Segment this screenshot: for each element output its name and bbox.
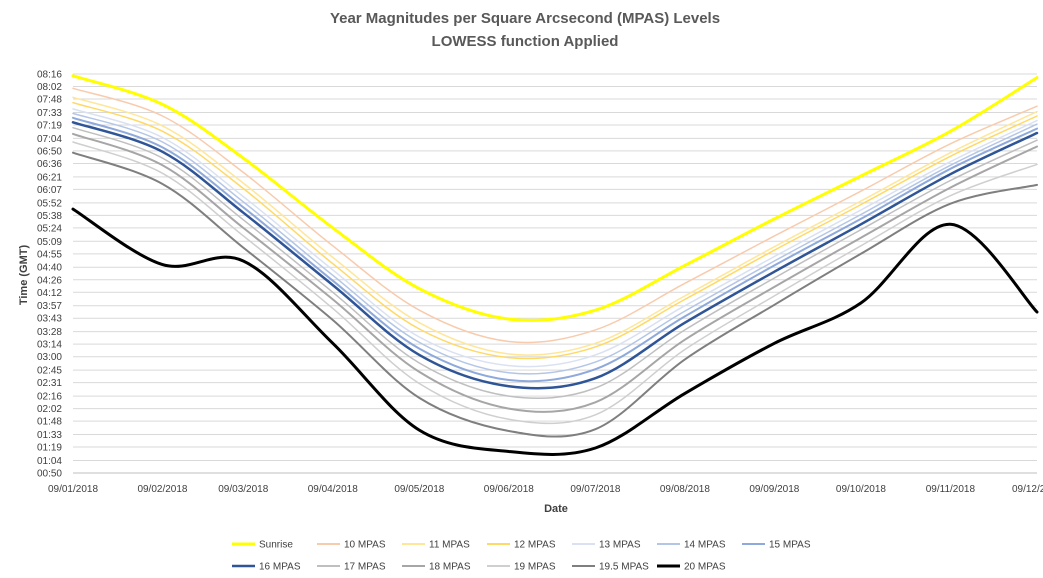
y-tick-label: 06:50 xyxy=(37,146,62,157)
y-tick-label: 04:55 xyxy=(37,249,62,260)
series-line-15-mpas xyxy=(72,116,1038,383)
y-tick-label: 02:16 xyxy=(37,392,62,403)
legend: Sunrise 10 MPAS 11 MPAS 12 MPAS 13 MPAS 14 MP… xyxy=(232,540,811,573)
series-line-17-mpas xyxy=(72,126,1038,399)
y-tick-label: 03:14 xyxy=(37,340,62,351)
y-tick-label: 04:40 xyxy=(37,263,62,274)
x-tick-label: 09/11/2018 xyxy=(926,484,976,495)
y-tick-label: 06:07 xyxy=(37,185,62,196)
y-tick-label: 07:33 xyxy=(37,108,62,119)
y-tick-label: 01:33 xyxy=(37,430,62,441)
y-tick-label: 05:52 xyxy=(37,198,62,209)
y-tick-label: 05:09 xyxy=(37,237,62,248)
series-line-10-mpas xyxy=(72,87,1038,344)
series-line-sunrise xyxy=(71,74,1039,322)
y-tick-label: 03:43 xyxy=(37,314,62,325)
legend-label: 13 MPAS xyxy=(599,540,641,551)
legend-label: 16 MPAS xyxy=(259,562,301,573)
series-line-13-mpas xyxy=(72,108,1038,368)
series-line-20-mpas xyxy=(71,207,1039,456)
y-tick-label: 07:19 xyxy=(37,120,62,131)
legend-item: Sunrise xyxy=(232,540,293,551)
legend-item: 11 MPAS xyxy=(402,540,470,551)
legend-item: 18 MPAS xyxy=(402,562,471,573)
legend-label: 20 MPAS xyxy=(684,562,726,573)
x-axis-ticks: 09/01/2018 09/02/2018 09/03/2018 09/04/2018… xyxy=(48,484,1043,495)
series-line-19-mpas xyxy=(72,141,1038,425)
series-line-12-mpas xyxy=(72,101,1038,360)
y-tick-label: 04:12 xyxy=(37,288,62,299)
x-axis-label: Date xyxy=(544,503,568,515)
legend-item: 12 MPAS xyxy=(487,540,556,551)
y-tick-label: 02:02 xyxy=(37,404,62,415)
legend-item: 10 MPAS xyxy=(317,540,386,551)
series-line-16-mpas xyxy=(71,121,1039,390)
chart-subtitle: LOWESS function Applied xyxy=(432,33,619,50)
legend-label: Sunrise xyxy=(259,540,293,551)
legend-label: 14 MPAS xyxy=(684,540,726,551)
legend-label: 15 MPAS xyxy=(769,540,811,551)
legend-item: 15 MPAS xyxy=(742,540,811,551)
y-tick-label: 07:04 xyxy=(37,134,62,145)
x-tick-label: 09/04/2018 xyxy=(308,484,358,495)
series-line-11-mpas xyxy=(72,96,1038,356)
y-tick-label: 01:04 xyxy=(37,456,62,467)
y-tick-label: 01:19 xyxy=(37,443,62,454)
legend-item: 14 MPAS xyxy=(657,540,726,551)
series-line-18-mpas xyxy=(72,132,1038,413)
x-tick-label: 09/08/2018 xyxy=(660,484,710,495)
x-tick-label: 09/02/2018 xyxy=(137,484,187,495)
legend-label: 18 MPAS xyxy=(429,562,471,573)
legend-item: 17 MPAS xyxy=(317,562,386,573)
y-tick-label: 03:28 xyxy=(37,327,62,338)
y-tick-label: 01:48 xyxy=(37,417,62,428)
y-axis-label: Time (GMT) xyxy=(18,245,30,306)
series-line-14-mpas xyxy=(72,112,1038,375)
chart-title: Year Magnitudes per Square Arcsecond (MP… xyxy=(330,10,720,27)
legend-item: 19 MPAS xyxy=(487,562,556,573)
y-tick-label: 00:50 xyxy=(37,469,62,480)
y-tick-label: 08:02 xyxy=(37,82,62,93)
y-tick-label: 02:31 xyxy=(37,378,62,389)
x-tick-label: 09/06/2018 xyxy=(484,484,534,495)
y-tick-label: 03:00 xyxy=(37,352,62,363)
series-line-19-5-mpas xyxy=(72,151,1038,438)
series-layer xyxy=(71,74,1039,456)
x-tick-label: 09/12/2018 xyxy=(1012,484,1043,495)
legend-item: 20 MPAS xyxy=(657,562,726,573)
y-tick-label: 08:16 xyxy=(37,70,62,81)
x-tick-label: 09/05/2018 xyxy=(394,484,444,495)
x-tick-label: 09/10/2018 xyxy=(836,484,886,495)
y-tick-label: 06:36 xyxy=(37,159,62,170)
legend-label: 19 MPAS xyxy=(514,562,556,573)
legend-item: 19.5 MPAS xyxy=(572,562,649,573)
x-tick-label: 09/07/2018 xyxy=(570,484,620,495)
x-tick-label: 09/09/2018 xyxy=(749,484,799,495)
y-tick-label: 07:48 xyxy=(37,95,62,106)
y-tick-label: 04:26 xyxy=(37,275,62,286)
x-tick-label: 09/03/2018 xyxy=(218,484,268,495)
y-tick-label: 03:57 xyxy=(37,301,62,312)
y-tick-label: 05:24 xyxy=(37,223,62,234)
legend-label: 12 MPAS xyxy=(514,540,556,551)
y-tick-label: 05:38 xyxy=(37,211,62,222)
y-tick-label: 02:45 xyxy=(37,366,62,377)
x-tick-label: 09/01/2018 xyxy=(48,484,98,495)
legend-label: 11 MPAS xyxy=(429,540,470,551)
legend-item: 16 MPAS xyxy=(232,562,301,573)
legend-item: 13 MPAS xyxy=(572,540,641,551)
legend-label: 10 MPAS xyxy=(344,540,386,551)
legend-label: 17 MPAS xyxy=(344,562,386,573)
y-tick-label: 06:21 xyxy=(37,172,62,183)
legend-label: 19.5 MPAS xyxy=(599,562,649,573)
